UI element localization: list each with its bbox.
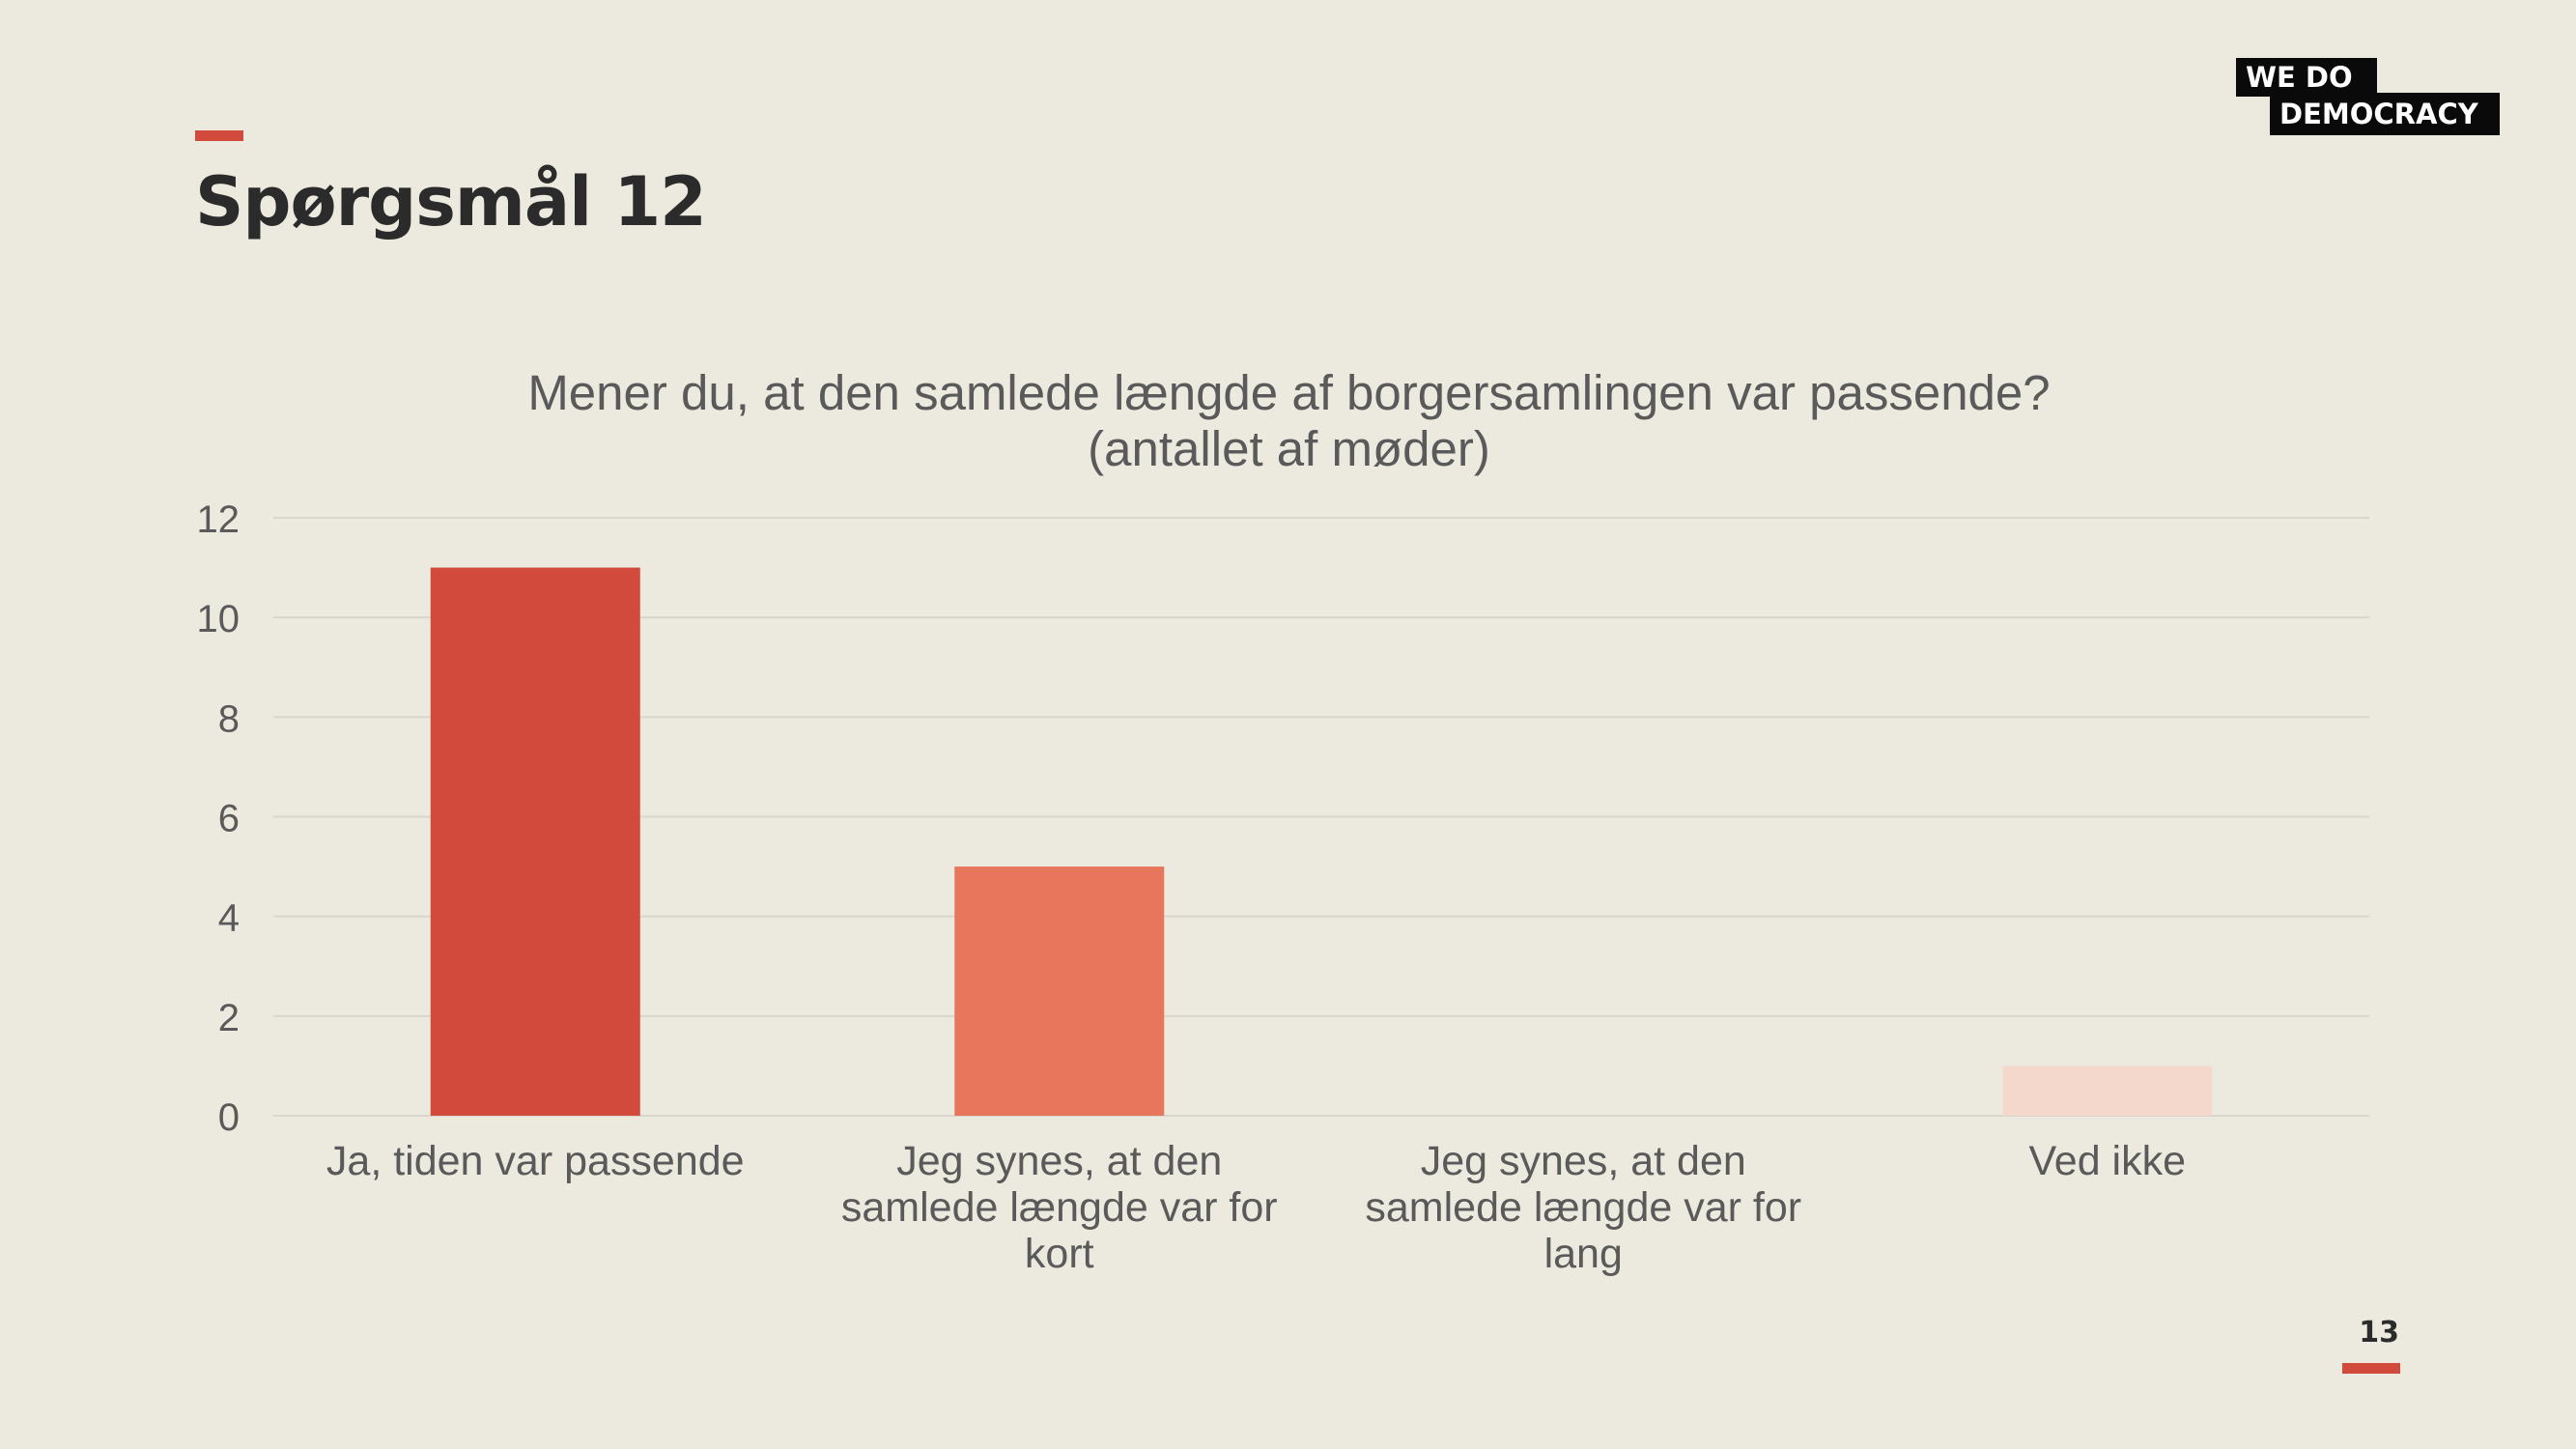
- page-number-accent-bar: [2342, 1363, 2400, 1374]
- logo-line-2: DEMOCRACY: [2270, 93, 2500, 135]
- x-tick-label: samlede længde var for: [841, 1184, 1278, 1231]
- we-do-democracy-logo: WE DO DEMOCRACY: [2236, 58, 2500, 137]
- y-tick-label: 8: [218, 697, 240, 740]
- page-title: Spørgsmål 12: [195, 162, 707, 242]
- x-tick-label: Jeg synes, at den: [1421, 1138, 1746, 1184]
- y-tick-label: 12: [197, 498, 241, 541]
- x-tick-label: lang: [1544, 1231, 1623, 1277]
- chart-title: Mener du, at den samlede længde af borge…: [272, 365, 2306, 477]
- x-tick-label: samlede længde var for: [1365, 1184, 1801, 1231]
- x-tick-label: kort: [1025, 1231, 1094, 1277]
- bar: [2002, 1065, 2213, 1116]
- chart-title-line-1: Mener du, at den samlede længde af borge…: [527, 365, 2051, 420]
- x-tick-label: Ja, tiden var passende: [326, 1138, 745, 1184]
- bar: [954, 867, 1165, 1116]
- logo-line-1: WE DO: [2236, 58, 2377, 97]
- y-tick-label: 2: [218, 997, 240, 1039]
- title-accent-bar: [195, 130, 243, 141]
- bar: [430, 567, 640, 1116]
- y-tick-label: 4: [218, 897, 240, 940]
- x-tick-label: Ved ikke: [2028, 1138, 2186, 1184]
- chart-title-line-2: (antallet af møder): [1088, 421, 1490, 476]
- x-tick-label: Jeg synes, at den: [896, 1138, 1222, 1184]
- page-number: 13: [2359, 1316, 2399, 1350]
- y-tick-label: 6: [218, 798, 240, 840]
- y-tick-label: 0: [218, 1096, 240, 1139]
- y-tick-label: 10: [197, 598, 241, 640]
